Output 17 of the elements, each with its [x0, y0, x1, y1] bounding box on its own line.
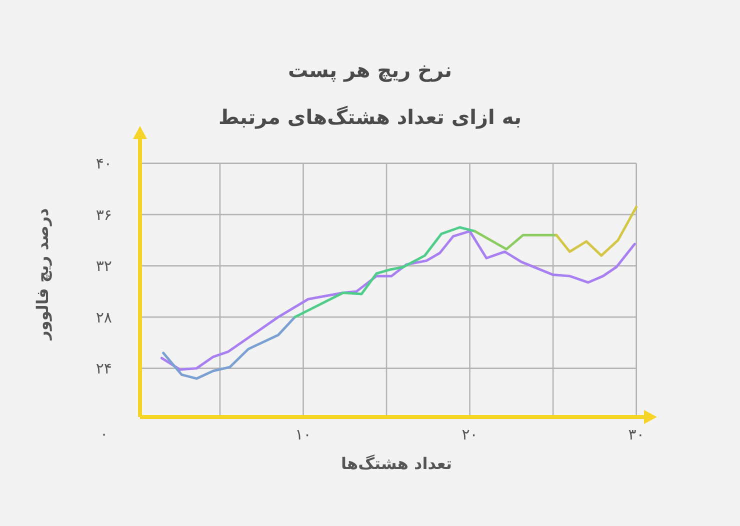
text: ۰	[98, 425, 110, 443]
y-tick-label: ۳۶	[96, 206, 112, 224]
x-axis-title: تعداد هشتگ‌ها	[340, 453, 453, 475]
x-tick-label: ۱۰	[295, 426, 312, 444]
y-tick-label: ۲۸	[96, 308, 112, 326]
chart-subtitle: به ازای تعداد هشتگ‌های مرتبط	[218, 104, 522, 131]
y-tick-label: ۴۰	[96, 154, 112, 173]
line-series	[294, 226, 476, 318]
y-axis-title: درصد ریچ فالوور	[33, 208, 52, 340]
line-series	[162, 316, 296, 380]
y-tick-label: ۳۲	[96, 257, 112, 276]
x-tick-label: ۲۰	[462, 426, 478, 444]
y-tick-label: ۲۴	[96, 360, 112, 378]
line-series	[555, 206, 638, 257]
x-tick-label: ۳۰	[628, 426, 644, 444]
chart-title: نرخ ریچ هر پست	[286, 57, 454, 84]
line-series	[160, 230, 636, 371]
